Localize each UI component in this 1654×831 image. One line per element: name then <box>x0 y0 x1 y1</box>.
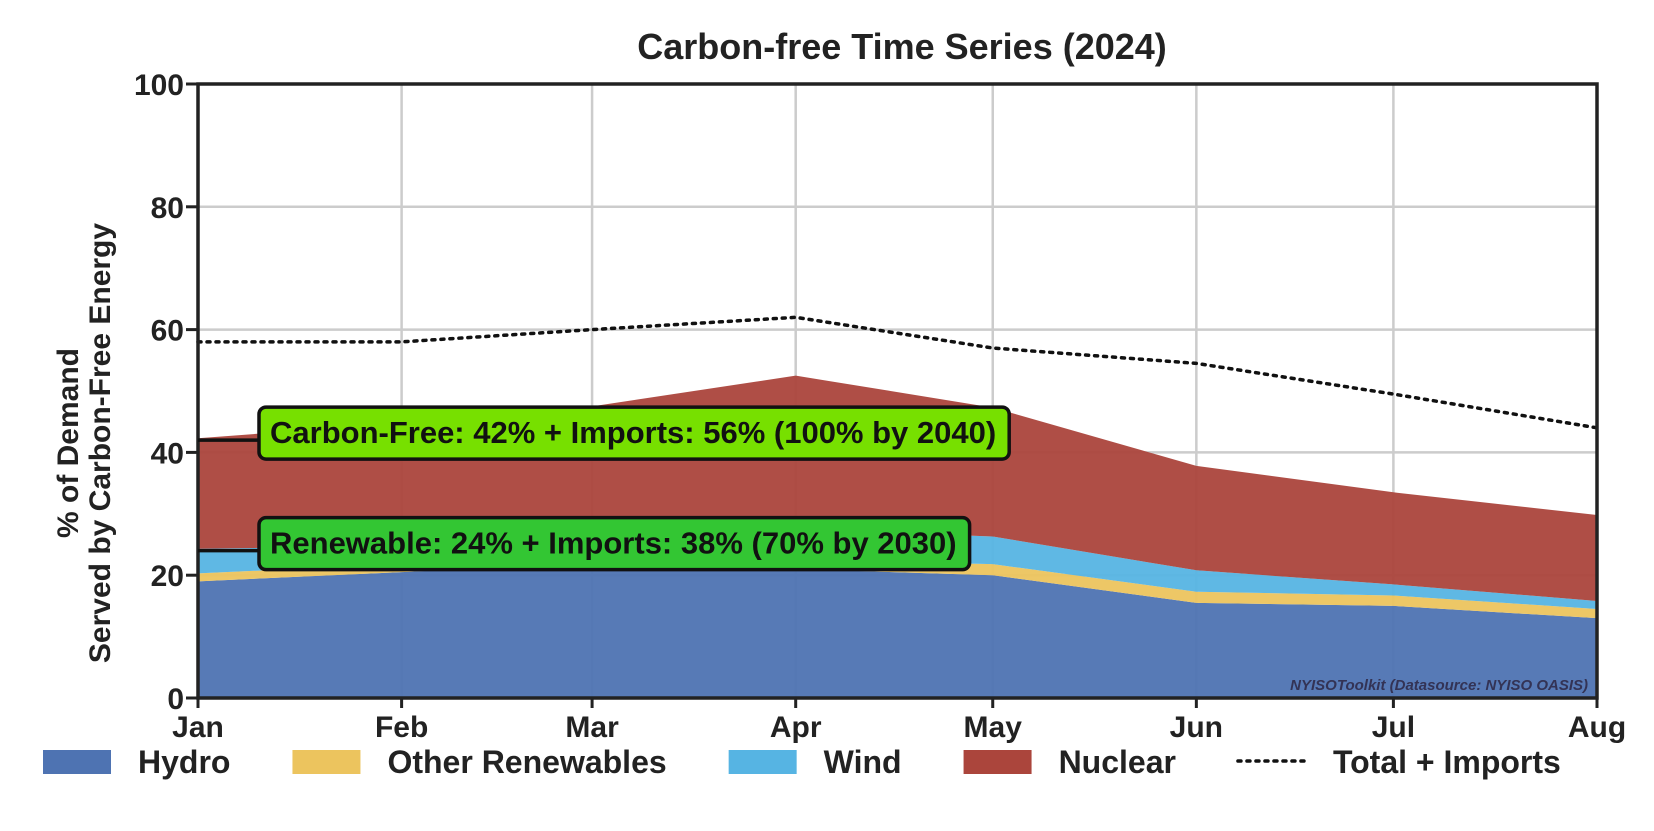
y-tick-label-60: 60 <box>151 315 184 348</box>
y-axis-ticks: 0 20 40 60 80 100 <box>134 69 198 716</box>
x-tick-label-apr: Apr <box>770 711 822 744</box>
annotation-box <box>257 515 972 572</box>
source-note: NYISOToolkit (Datasource: NYISO OASIS) <box>1290 677 1588 694</box>
y-tick-label-20: 20 <box>151 560 184 593</box>
y-axis-label-line-2: Served by Carbon-Free Energy <box>84 223 117 663</box>
x-tick-label-jul: Jul <box>1372 711 1415 744</box>
legend-label: Nuclear <box>1059 744 1176 780</box>
legend: Hydro Other Renewables Wind Nuclear Total + … <box>43 744 1561 780</box>
x-tick-label-jan: Jan <box>172 711 224 744</box>
annotation-box <box>257 405 1011 461</box>
x-tick-label-feb: Feb <box>375 711 428 744</box>
legend-item-total-imports: Total + Imports <box>1236 744 1561 780</box>
y-axis-label: % of Demand Served by Carbon-Free Energy <box>52 223 117 663</box>
legend-swatch <box>292 750 361 774</box>
y-tick-label-100: 100 <box>134 69 184 102</box>
x-tick-label-mar: Mar <box>565 711 619 744</box>
legend-swatch <box>963 750 1032 774</box>
legend-label: Wind <box>824 744 902 780</box>
y-tick-label-40: 40 <box>151 437 184 470</box>
annotation-renewable: Renewable: 24% + Imports: 38% (70% by 20… <box>198 515 972 572</box>
y-axis-label-line-1: % of Demand <box>52 348 85 538</box>
area-hydro <box>198 562 1597 698</box>
legend-swatch <box>43 750 111 774</box>
x-tick-label-may: May <box>964 711 1023 744</box>
legend-label: Hydro <box>138 744 230 780</box>
y-tick-label-80: 80 <box>151 192 184 225</box>
total-imports-line <box>196 315 1599 430</box>
legend-item-wind: Wind <box>728 744 902 780</box>
x-axis-ticks: Jan Feb Mar Apr May Jun Jul Aug <box>172 698 1626 744</box>
plot-frame <box>196 82 1599 700</box>
legend-item-hydro: Hydro <box>43 744 230 780</box>
annotations: Carbon-Free: 42% + Imports: 56% (100% by… <box>198 405 1011 572</box>
x-tick-label-jun: Jun <box>1170 711 1223 744</box>
legend-swatch <box>728 750 797 774</box>
total-imports-line-group <box>196 315 1599 430</box>
chart-title: Carbon-free Time Series (2024) <box>637 26 1167 67</box>
annotation-text: Renewable: 24% + Imports: 38% (70% by 20… <box>270 526 957 561</box>
area-other-renewables <box>198 553 1597 619</box>
legend-item-nuclear: Nuclear <box>963 744 1176 780</box>
annotation-carbon-free: Carbon-Free: 42% + Imports: 56% (100% by… <box>198 405 1011 461</box>
legend-label: Total + Imports <box>1333 744 1561 780</box>
x-tick-label-aug: Aug <box>1568 711 1626 744</box>
y-tick-label-0: 0 <box>167 683 184 716</box>
legend-label: Other Renewables <box>387 744 666 780</box>
legend-item-other-renewables: Other Renewables <box>292 744 667 780</box>
annotation-text: Carbon-Free: 42% + Imports: 56% (100% by… <box>270 415 996 450</box>
